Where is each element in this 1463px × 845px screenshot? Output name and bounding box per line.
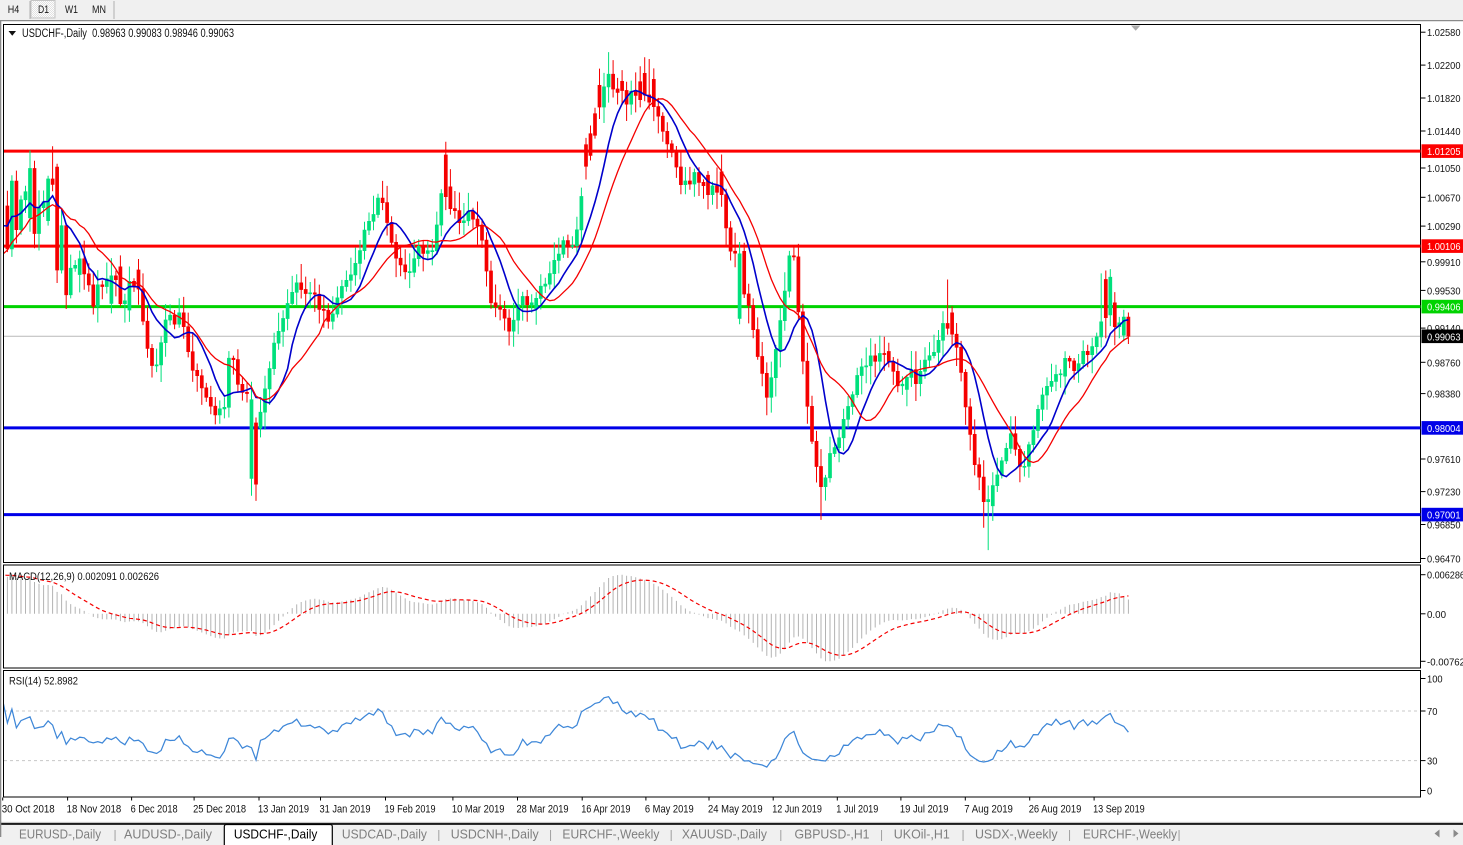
svg-text:H4: H4 [8,4,20,16]
svg-text:|: | [113,828,116,842]
svg-text:28 Mar 2019: 28 Mar 2019 [517,804,569,816]
svg-text:UKOil-,H1: UKOil-,H1 [894,828,950,842]
svg-text:GBPUSD-,H1: GBPUSD-,H1 [795,828,870,842]
svg-text:USDCHF-,Daily 0.98963 0.99083: USDCHF-,Daily 0.98963 0.99083 0.98946 0.… [22,28,234,40]
svg-text:26 Aug 2019: 26 Aug 2019 [1029,804,1082,816]
svg-text:0.97001: 0.97001 [1427,510,1461,522]
svg-text:0.006286: 0.006286 [1427,570,1463,582]
svg-text:0.97230: 0.97230 [1427,487,1461,499]
svg-text:13 Sep 2019: 13 Sep 2019 [1093,804,1145,816]
svg-text:0.98004: 0.98004 [1427,423,1461,435]
svg-text:1.01820: 1.01820 [1427,93,1461,105]
svg-text:30 Oct 2018: 30 Oct 2018 [2,804,55,816]
svg-text:RSI(14) 52.8982: RSI(14) 52.8982 [9,676,78,688]
svg-text:6 May 2019: 6 May 2019 [645,804,694,816]
svg-text:MN: MN [92,4,106,16]
svg-text:1.02580: 1.02580 [1427,27,1461,39]
svg-text:|: | [670,828,673,842]
svg-text:1.00106: 1.00106 [1427,241,1461,253]
svg-text:1.00670: 1.00670 [1427,192,1461,204]
svg-text:1.01205: 1.01205 [1427,146,1461,158]
svg-text:USDCAD-,Daily: USDCAD-,Daily [342,828,428,842]
svg-text:AUDUSD-,Daily: AUDUSD-,Daily [124,828,213,842]
svg-text:0.99910: 0.99910 [1427,257,1461,269]
svg-text:0.96470: 0.96470 [1427,554,1461,566]
svg-text:0.99530: 0.99530 [1427,285,1461,297]
svg-text:30: 30 [1427,756,1438,768]
svg-text:USDX-,Weekly: USDX-,Weekly [975,828,1058,842]
svg-text:USDCNH-,Daily: USDCNH-,Daily [451,828,540,842]
svg-text:0.00: 0.00 [1427,609,1446,621]
svg-text:1 Jul 2019: 1 Jul 2019 [836,804,878,816]
svg-text:25 Dec 2018: 25 Dec 2018 [193,804,246,816]
svg-text:D1: D1 [38,4,49,16]
svg-text:100: 100 [1427,674,1443,686]
svg-text:19 Feb 2019: 19 Feb 2019 [385,804,436,816]
svg-text:|: | [880,828,883,842]
svg-text:0.98380: 0.98380 [1427,389,1461,401]
svg-text:7 Aug 2019: 7 Aug 2019 [964,804,1013,816]
svg-text:EURUSD-,Daily: EURUSD-,Daily [19,828,102,842]
svg-text:10 Mar 2019: 10 Mar 2019 [452,804,505,816]
svg-text:|: | [961,828,964,842]
svg-text:|: | [1177,828,1180,842]
svg-text:6 Dec 2018: 6 Dec 2018 [131,804,178,816]
svg-text:70: 70 [1427,706,1438,718]
svg-text:|: | [437,828,440,842]
svg-text:0: 0 [1427,786,1432,798]
svg-text:MACD(12,26,9) 0.002091 0.00262: MACD(12,26,9) 0.002091 0.002626 [9,571,159,583]
svg-text:EURCHF-,Weekly: EURCHF-,Weekly [1083,828,1178,842]
svg-text:0.98760: 0.98760 [1427,357,1461,369]
svg-text:31 Jan 2019: 31 Jan 2019 [320,804,371,816]
svg-text:0.99406: 0.99406 [1427,302,1461,314]
svg-text:W1: W1 [65,4,78,16]
svg-text:1.01050: 1.01050 [1427,163,1461,175]
svg-text:|: | [549,828,552,842]
svg-text:13 Jan 2019: 13 Jan 2019 [258,804,309,816]
svg-text:18 Nov 2018: 18 Nov 2018 [67,804,122,816]
svg-text:|: | [779,828,782,842]
svg-text:1.00290: 1.00290 [1427,221,1461,233]
svg-text:XAUUSD-,Daily: XAUUSD-,Daily [682,828,768,842]
svg-text:16 Apr 2019: 16 Apr 2019 [581,804,630,816]
svg-text:1.02200: 1.02200 [1427,60,1461,72]
svg-text:-0.00762: -0.00762 [1427,656,1463,668]
svg-text:0.99063: 0.99063 [1427,331,1461,343]
svg-text:12 Jun 2019: 12 Jun 2019 [772,804,822,816]
svg-text:EURCHF-,Weekly: EURCHF-,Weekly [562,828,660,842]
svg-text:|: | [1068,828,1071,842]
svg-text:1.01440: 1.01440 [1427,126,1461,138]
svg-text:24 May 2019: 24 May 2019 [708,804,763,816]
svg-text:0.97610: 0.97610 [1427,454,1461,466]
svg-text:19 Jul 2019: 19 Jul 2019 [900,804,949,816]
svg-text:USDCHF-,Daily: USDCHF-,Daily [234,828,318,842]
svg-text:0.96850: 0.96850 [1427,520,1461,532]
